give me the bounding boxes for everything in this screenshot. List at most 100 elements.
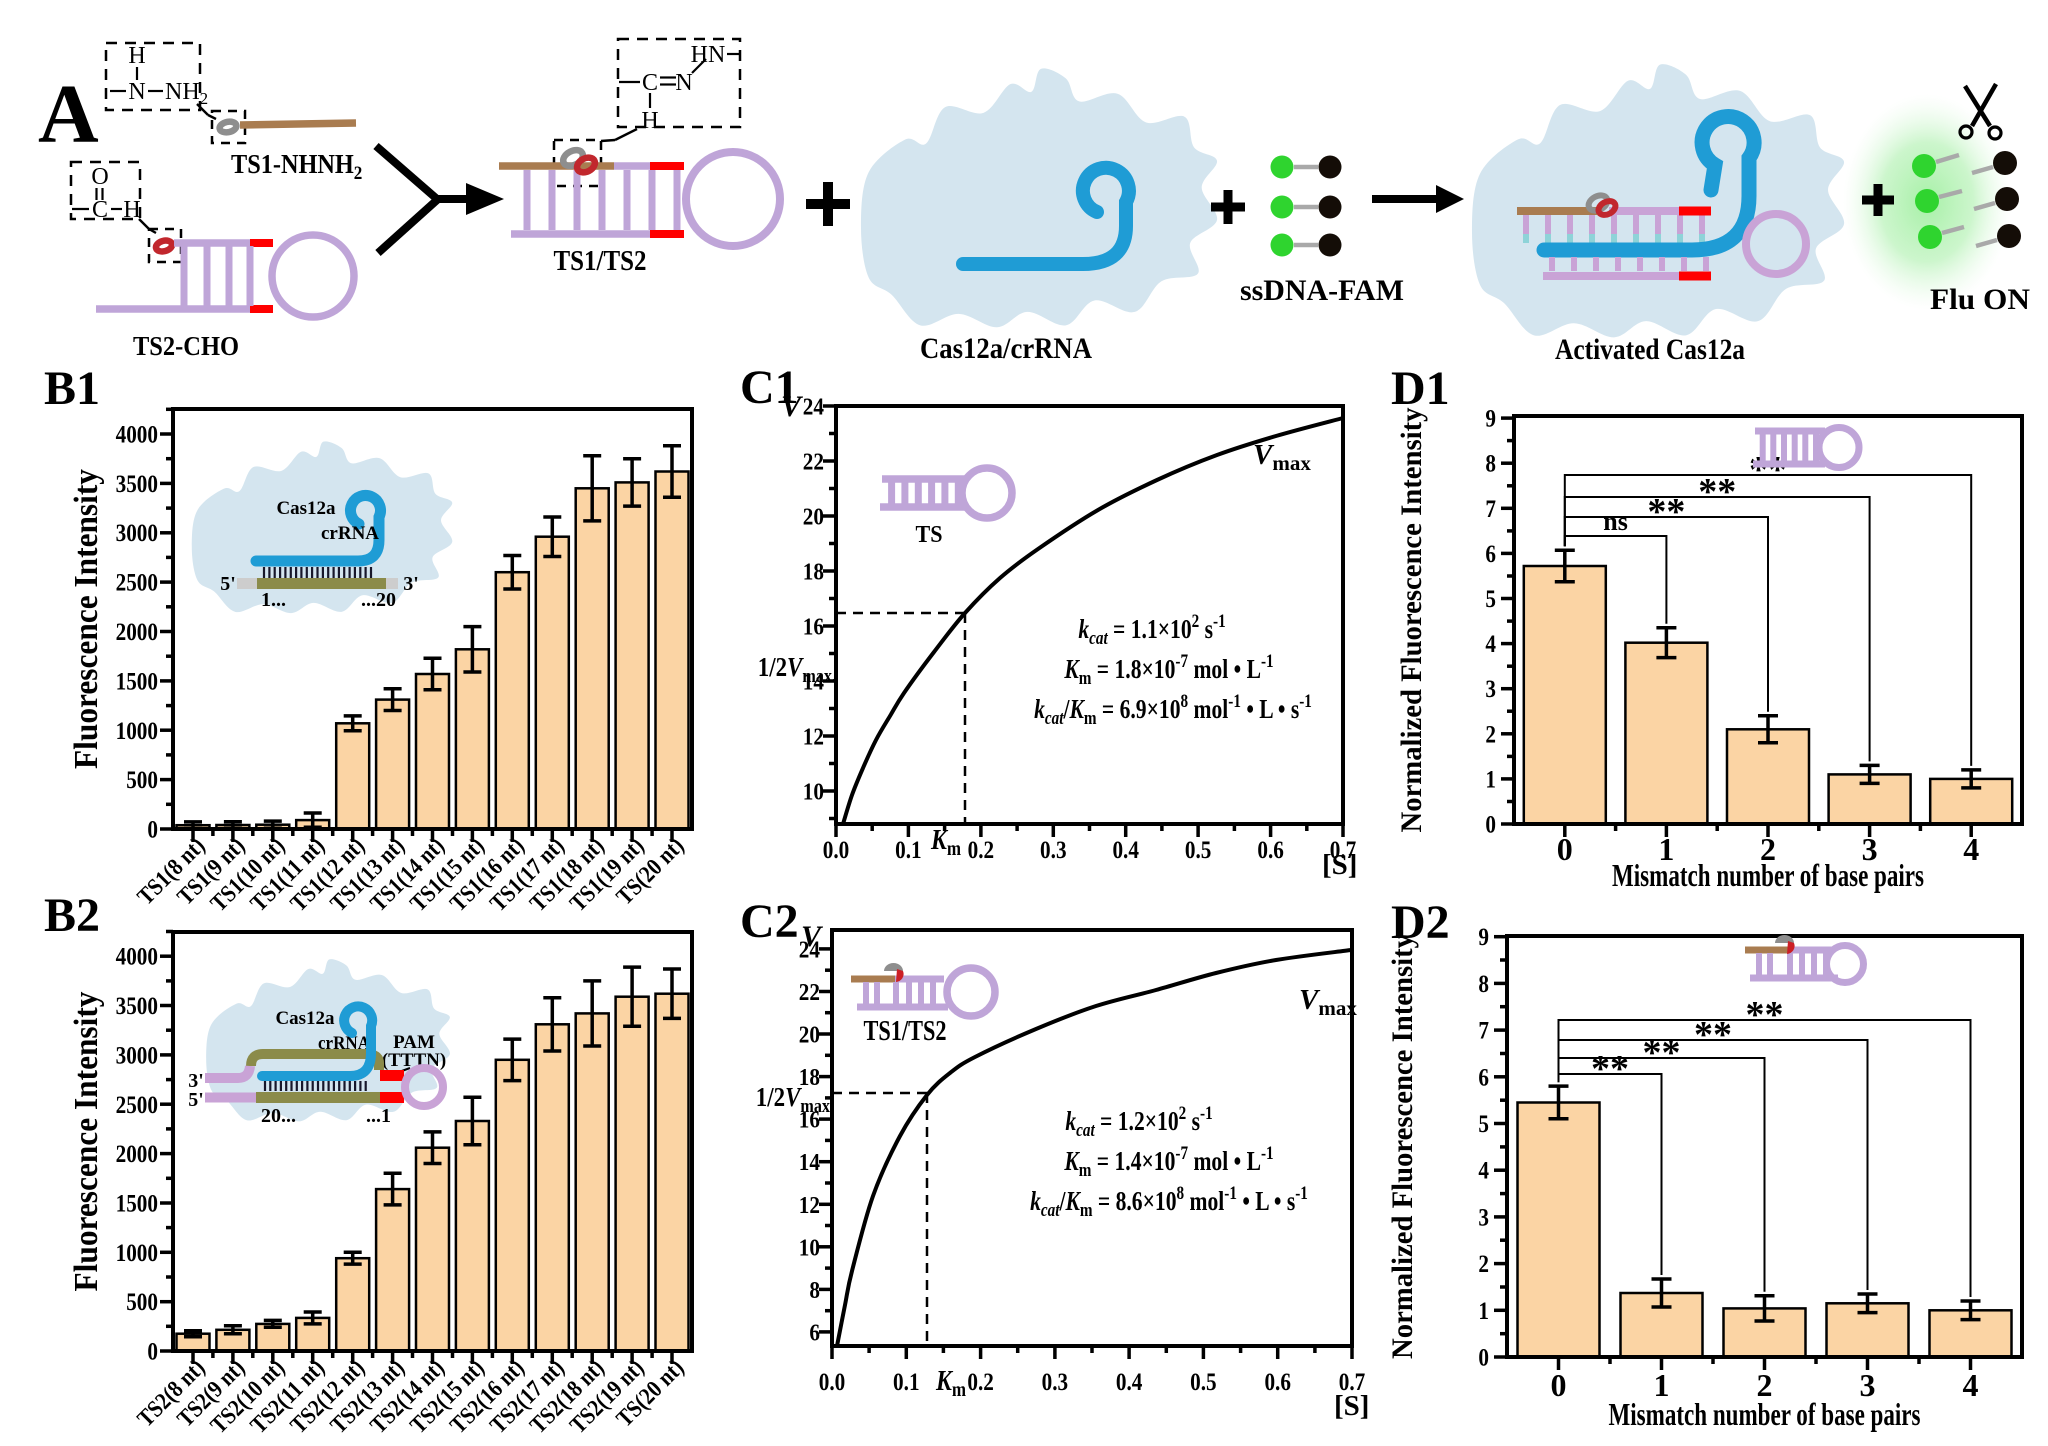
- svg-text:N: N: [128, 79, 145, 105]
- svg-text:D2: D2: [1391, 896, 1450, 949]
- svg-text:V: V: [801, 920, 824, 953]
- svg-text:Flu ON: Flu ON: [1930, 283, 2030, 316]
- svg-text:10: 10: [803, 780, 824, 806]
- svg-text:3000: 3000: [116, 520, 158, 547]
- svg-text:ssDNA-FAM: ssDNA-FAM: [1240, 274, 1404, 307]
- svg-text:TS: TS: [916, 522, 943, 548]
- svg-text:7: 7: [1478, 1018, 1489, 1045]
- svg-text:3: 3: [1478, 1204, 1489, 1231]
- svg-text:D1: D1: [1391, 362, 1450, 415]
- svg-text:1500: 1500: [116, 1191, 158, 1218]
- svg-text:...20: ...20: [361, 589, 396, 611]
- svg-text:0: 0: [1551, 1367, 1567, 1403]
- svg-text:**: **: [1746, 994, 1784, 1036]
- svg-text:4000: 4000: [116, 422, 158, 449]
- svg-text:4000: 4000: [116, 944, 158, 971]
- svg-text:8: 8: [809, 1278, 820, 1304]
- svg-text:1/2Vmax.: 1/2Vmax.: [758, 653, 836, 686]
- svg-text:22: 22: [803, 450, 824, 476]
- svg-text:TS2-CHO: TS2-CHO: [133, 331, 239, 361]
- svg-text:**: **: [1749, 449, 1787, 491]
- svg-text:Normalized Fluorescence Intens: Normalized Fluorescence Intensity: [1395, 408, 1428, 833]
- svg-text:6: 6: [1485, 541, 1496, 568]
- svg-text:20...: 20...: [261, 1105, 296, 1127]
- svg-text:6: 6: [1478, 1064, 1489, 1091]
- svg-text:6: 6: [809, 1320, 820, 1346]
- svg-text:4: 4: [1963, 831, 1979, 867]
- svg-text:kcat/Km = 6.9×108 mol-1 • L •: kcat/Km = 6.9×108 mol-1 • L • s-1: [1034, 690, 1312, 728]
- svg-text:N: N: [675, 70, 692, 96]
- svg-text:1: 1: [1485, 766, 1496, 793]
- svg-text:C1: C1: [740, 361, 799, 414]
- svg-text:V: V: [781, 390, 804, 423]
- svg-text:O: O: [91, 164, 108, 190]
- svg-text:[S]: [S]: [1334, 1390, 1369, 1422]
- svg-text:0.4: 0.4: [1116, 1369, 1143, 1396]
- svg-text:TS1-NHNH2: TS1-NHNH2: [231, 149, 362, 183]
- svg-text:0.4: 0.4: [1112, 837, 1139, 864]
- svg-text:0.5: 0.5: [1185, 837, 1212, 864]
- svg-text:5: 5: [1485, 586, 1496, 613]
- svg-text:1...: 1...: [261, 589, 286, 611]
- svg-text:1: 1: [1658, 831, 1674, 867]
- svg-text:9: 9: [1485, 406, 1496, 433]
- svg-text:3': 3': [188, 1070, 204, 1092]
- svg-text:NH2: NH2: [165, 79, 208, 108]
- svg-text:8: 8: [1478, 971, 1489, 998]
- svg-text:crRNA: crRNA: [321, 523, 379, 544]
- svg-text:12: 12: [799, 1193, 820, 1219]
- svg-text:Cas12a/crRNA: Cas12a/crRNA: [920, 332, 1092, 365]
- svg-text:Km: Km: [935, 1365, 966, 1401]
- svg-text:5': 5': [220, 573, 236, 595]
- svg-text:0.3: 0.3: [1042, 1369, 1069, 1396]
- svg-text:kcat/Km = 8.6×108 mol-1 • L •: kcat/Km = 8.6×108 mol-1 • L • s-1: [1030, 1182, 1308, 1220]
- svg-text:2000: 2000: [116, 1141, 158, 1168]
- svg-text:9: 9: [1478, 924, 1489, 951]
- svg-text:4: 4: [1485, 631, 1496, 658]
- svg-text:500: 500: [126, 1289, 158, 1316]
- svg-text:0: 0: [1478, 1345, 1489, 1372]
- svg-text:C2: C2: [740, 895, 799, 948]
- svg-text:TS1/TS2: TS1/TS2: [554, 246, 647, 277]
- svg-text:A: A: [38, 68, 99, 161]
- svg-text:18: 18: [799, 1065, 820, 1091]
- svg-text:1/2Vmax: 1/2Vmax: [756, 1083, 830, 1116]
- svg-text:Cas12a: Cas12a: [275, 1008, 335, 1029]
- svg-text:2: 2: [1757, 1367, 1773, 1403]
- svg-text:[S]: [S]: [1322, 849, 1357, 881]
- svg-text:3: 3: [1862, 831, 1878, 867]
- svg-text:Km = 1.4×10-7 mol • L-1: Km = 1.4×10-7 mol • L-1: [1063, 1142, 1273, 1180]
- svg-text:1: 1: [1478, 1298, 1489, 1325]
- svg-text:3500: 3500: [116, 471, 158, 498]
- svg-text:Km = 1.8×10-7 mol • L-1: Km = 1.8×10-7 mol • L-1: [1063, 650, 1273, 688]
- svg-text:16: 16: [803, 615, 824, 641]
- svg-text:0.2: 0.2: [967, 1369, 994, 1396]
- svg-text:0.0: 0.0: [823, 837, 850, 864]
- svg-text:5': 5': [188, 1089, 204, 1111]
- svg-text:Km: Km: [930, 824, 961, 860]
- svg-text:0.6: 0.6: [1264, 1369, 1291, 1396]
- svg-text:3500: 3500: [116, 993, 158, 1020]
- svg-text:Fluorescence Intensity: Fluorescence Intensity: [68, 992, 105, 1292]
- svg-text:1: 1: [1654, 1367, 1670, 1403]
- svg-text:kcat = 1.1×102 s-1: kcat = 1.1×102 s-1: [1078, 610, 1225, 648]
- svg-text:3: 3: [1485, 676, 1496, 703]
- svg-text:Mismatch number of base pairs: Mismatch number of base pairs: [1609, 1396, 1921, 1432]
- svg-text:20: 20: [799, 1023, 820, 1049]
- svg-text:16: 16: [799, 1108, 820, 1134]
- svg-text:0.5: 0.5: [1190, 1369, 1217, 1396]
- svg-text:18: 18: [803, 560, 824, 586]
- svg-text:0.7: 0.7: [1339, 1369, 1366, 1396]
- svg-text:1500: 1500: [116, 668, 158, 695]
- svg-text:3: 3: [1860, 1367, 1876, 1403]
- svg-text:C: C: [92, 197, 108, 223]
- svg-text:0: 0: [147, 817, 158, 844]
- svg-text:B1: B1: [44, 362, 100, 415]
- svg-text:H: H: [641, 108, 658, 134]
- svg-text:10: 10: [799, 1235, 820, 1261]
- svg-text:14: 14: [803, 670, 824, 696]
- svg-text:TS1/TS2: TS1/TS2: [864, 1016, 947, 1047]
- svg-text:14: 14: [799, 1150, 820, 1176]
- svg-text:4: 4: [1478, 1158, 1489, 1185]
- svg-text:0.6: 0.6: [1257, 837, 1284, 864]
